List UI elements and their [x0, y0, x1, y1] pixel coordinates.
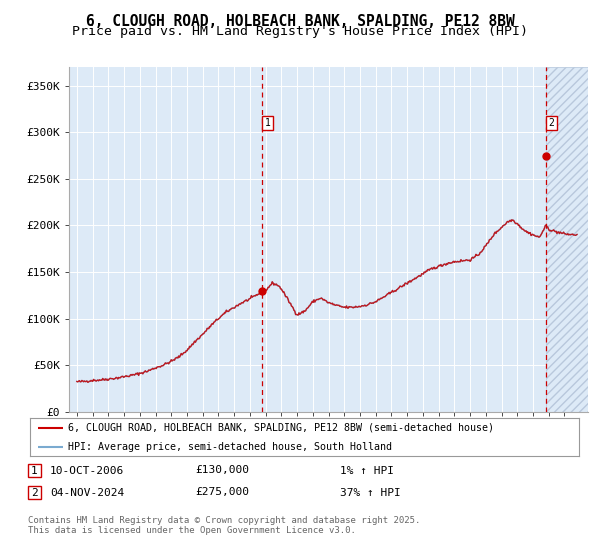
Text: Contains HM Land Registry data © Crown copyright and database right 2025.
This d: Contains HM Land Registry data © Crown c…	[28, 516, 421, 535]
Text: 2: 2	[31, 488, 38, 497]
Text: 04-NOV-2024: 04-NOV-2024	[50, 488, 124, 497]
Text: 37% ↑ HPI: 37% ↑ HPI	[340, 488, 401, 497]
FancyBboxPatch shape	[28, 486, 41, 499]
Text: 6, CLOUGH ROAD, HOLBEACH BANK, SPALDING, PE12 8BW: 6, CLOUGH ROAD, HOLBEACH BANK, SPALDING,…	[86, 14, 514, 29]
Text: 10-OCT-2006: 10-OCT-2006	[50, 465, 124, 475]
Text: Price paid vs. HM Land Registry's House Price Index (HPI): Price paid vs. HM Land Registry's House …	[72, 25, 528, 38]
Text: 6, CLOUGH ROAD, HOLBEACH BANK, SPALDING, PE12 8BW (semi-detached house): 6, CLOUGH ROAD, HOLBEACH BANK, SPALDING,…	[68, 423, 494, 433]
Text: 2: 2	[548, 118, 554, 128]
Text: £130,000: £130,000	[195, 465, 249, 475]
Text: 1% ↑ HPI: 1% ↑ HPI	[340, 465, 394, 475]
Bar	[546, 67, 588, 412]
FancyBboxPatch shape	[28, 464, 41, 477]
Text: £275,000: £275,000	[195, 488, 249, 497]
Text: 1: 1	[265, 118, 271, 128]
Text: 1: 1	[31, 465, 38, 475]
Text: HPI: Average price, semi-detached house, South Holland: HPI: Average price, semi-detached house,…	[68, 442, 392, 452]
